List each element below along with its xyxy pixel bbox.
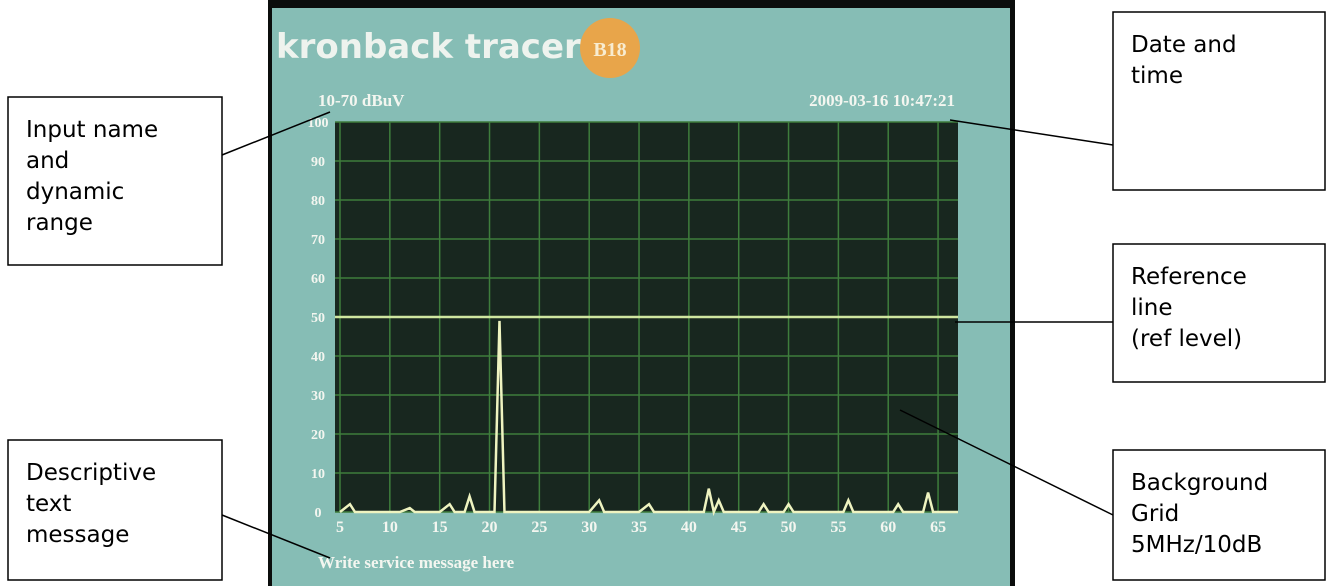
y-tick-label: 90 [311,155,325,170]
callout-text: Input name [26,117,158,143]
callout-box [7,439,223,581]
x-tick-label: 20 [482,519,498,536]
x-tick-label: 40 [681,519,697,536]
x-tick-label: 45 [731,519,747,536]
callout-text: Reference [1131,264,1247,290]
x-tick-label: 35 [631,519,647,536]
y-tick-label: 80 [311,194,325,209]
callout-leader [899,409,1114,516]
trace [339,320,958,517]
x-tick-label: 10 [382,519,398,536]
x-tick-label: 5 [336,519,344,536]
y-tick-label: 60 [311,272,325,287]
y-tick-label: 0 [315,506,322,521]
callout-leader [949,119,1114,146]
callout-box [1112,449,1326,581]
datetime: 2009-03-16 10:47:21 [809,91,955,110]
x-tick-label: 15 [432,519,448,536]
callout-leader [221,514,331,559]
callout-text: Background [1131,470,1268,496]
badge-text: B18 [593,39,626,61]
y-tick-label: 30 [311,389,325,404]
callout-text: text [26,491,71,517]
callout-text: and [26,148,69,174]
x-tick-label: 65 [930,519,946,536]
callout-text: range [26,210,93,236]
callout-text: Descriptive [26,460,156,486]
x-tick-label: 30 [581,519,597,536]
callout-text: (ref level) [1131,326,1242,352]
y-tick-label: 40 [311,350,325,365]
x-tick-label: 25 [531,519,547,536]
callout-text: Date and [1131,32,1237,58]
callout-leader [221,111,331,156]
badge [580,18,640,78]
callout-box [7,96,223,266]
x-tick-label: 50 [781,519,797,536]
x-tick-label: 60 [880,519,896,536]
y-tick-label: 70 [311,233,325,248]
callout-text: message [26,522,129,548]
callout-text: line [1131,295,1173,321]
logo: kronback tracers [276,27,601,67]
x-tick-label: 55 [830,519,846,536]
callout-box [1112,11,1326,191]
y-tick-label: 50 [311,311,325,326]
input-name: 10-70 dBuV [318,91,405,110]
callout-text: time [1131,63,1183,89]
message: Write service message here [318,553,515,572]
callout-text: dynamic [26,179,124,205]
y-tick-label: 100 [308,116,329,131]
callout-text: Grid [1131,501,1179,527]
callout-box [1112,243,1326,383]
y-tick-label: 20 [311,428,325,443]
callout-text: 5MHz/10dB [1131,532,1262,558]
y-tick-label: 10 [311,467,325,482]
callouts: Input name and dynamic range Date and time Ref… [7,11,1326,581]
plot: 0 10 20 30 40 50 60 70 80 90 100 5 10 15 20 25 30 35 40 45 5… [308,116,958,536]
